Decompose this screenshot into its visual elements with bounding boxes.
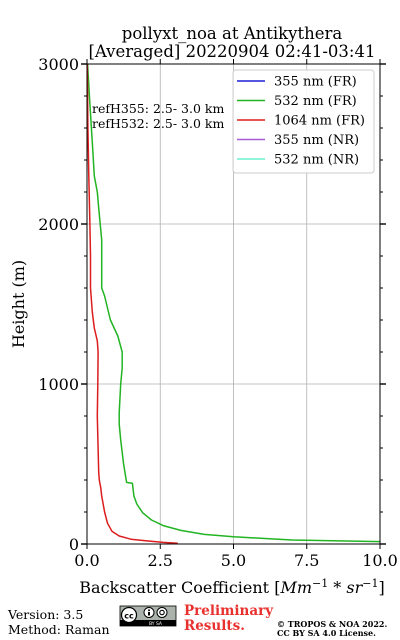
- cc-by-sa-icon: cc BY SA: [119, 605, 177, 627]
- preliminary-label-line1: Preliminary: [184, 603, 274, 619]
- x-axis-label-sup2: −1: [362, 577, 378, 590]
- x-axis-label-sup1: −1: [312, 577, 328, 590]
- copyright-line2: CC BY SA 4.0 License.: [277, 628, 376, 638]
- series-line-1: [87, 64, 380, 543]
- x-axis-label-unit1: Mm: [279, 578, 312, 597]
- x-tick-label: 0.0: [74, 551, 99, 570]
- x-axis-label-end: ]: [378, 578, 384, 597]
- axis-ticks: 0.0 2.5 5.0 7.5 10.0 0 1000 2000 3000: [38, 55, 398, 570]
- y-tick-label: 3000: [38, 55, 79, 74]
- series-lines: [87, 64, 380, 544]
- copyright-line1: © TROPOS & NOA 2022.: [277, 619, 387, 629]
- legend-box: [232, 69, 375, 174]
- x-axis-label-text: Backscatter Coefficient [: [79, 578, 280, 597]
- chart-title-line2: [Averaged] 20220904 02:41-03:41: [89, 42, 376, 61]
- y-tick-label: 0: [69, 535, 79, 554]
- x-tick-label: 5.0: [221, 551, 246, 570]
- chart-legend: 355 nm (FR) 532 nm (FR) 1064 nm (FR) 355 nm…: [232, 69, 375, 174]
- annotation-refh532: refH532: 2.5- 3.0 km: [92, 116, 224, 131]
- x-axis-label: Backscatter Coefficient [Mm−1 * sr−1]: [79, 577, 384, 597]
- legend-entry: 532 nm (NR): [274, 153, 359, 168]
- legend-entry: 355 nm (FR): [274, 75, 357, 90]
- legend-entry: 532 nm (FR): [274, 94, 357, 109]
- y-axis-label: Height (m): [9, 260, 28, 348]
- legend-entry: 1064 nm (FR): [274, 114, 365, 129]
- x-tick-label: 2.5: [148, 551, 173, 570]
- x-axis-label-mid: *: [328, 578, 346, 597]
- footer-version: Version: 3.5: [7, 607, 83, 622]
- y-tick-label: 1000: [38, 375, 79, 394]
- x-tick-label: 10.0: [362, 551, 398, 570]
- chart-title-line1: pollyxt_noa at Antikythera: [122, 24, 343, 43]
- series-line-2: [87, 64, 178, 544]
- footer-method: Method: Raman: [8, 622, 110, 637]
- svg-text:cc: cc: [124, 612, 134, 621]
- x-tick-label: 7.5: [294, 551, 319, 570]
- annotation-refh355: refH355: 2.5- 3.0 km: [92, 101, 224, 116]
- legend-entry: 355 nm (NR): [274, 133, 359, 148]
- x-axis-label-unit2: sr: [346, 578, 363, 597]
- y-tick-label: 2000: [38, 215, 79, 234]
- preliminary-label-line2: Results.: [184, 618, 245, 634]
- cc-badge-text: BY SA: [149, 621, 163, 627]
